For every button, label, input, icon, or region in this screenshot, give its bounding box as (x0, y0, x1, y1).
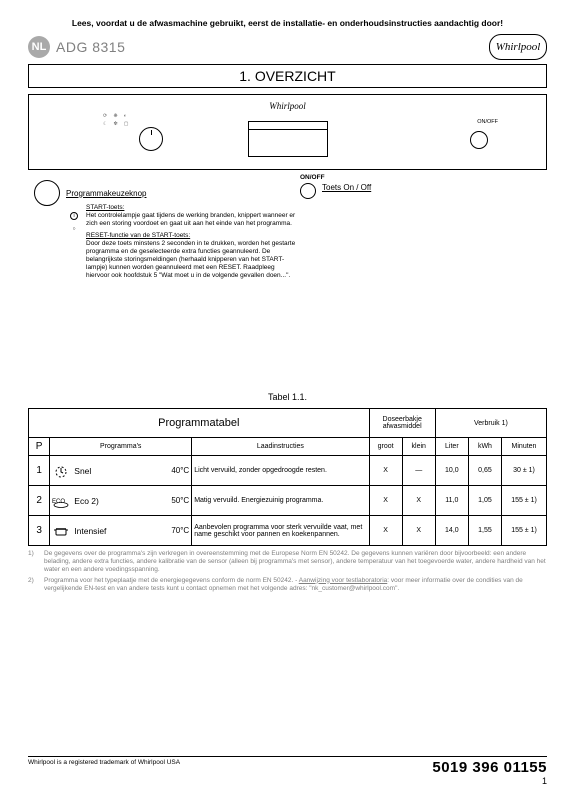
cell-groot: X (369, 486, 402, 516)
top-instruction: Lees, voordat u de afwasmachine gebruikt… (28, 18, 547, 28)
fn1-text: De gegevens over de programma's zijn ver… (44, 550, 547, 574)
fn2-num: 2) (28, 577, 38, 593)
page-footer: Whirlpool is a registered trademark of W… (28, 756, 547, 786)
col-instructions: Laadinstructies (192, 438, 369, 456)
reset-title: RESET-functie van de START-toets: (86, 232, 190, 239)
hdr-programmatabel: Programmatabel (29, 409, 370, 438)
table-row: 2 ECO Eco 2) 50°C Matig vervuild. Energi… (29, 486, 547, 516)
legend-icon-column: i ○ (70, 212, 78, 232)
fn1-num: 1) (28, 550, 38, 574)
cell-kwh: 1,05 (468, 486, 501, 516)
document-number: 5019 396 01155 (432, 759, 547, 776)
header-row: NL ADG 8315 Whirlpool (28, 34, 547, 60)
cell-groot: X (369, 516, 402, 546)
prog-name: Intensief (74, 526, 167, 536)
prog-temp: 70°C (171, 526, 189, 535)
section-title: 1. OVERZICHT (28, 64, 547, 88)
row-num: 1 (29, 456, 50, 486)
snel-icon (52, 464, 70, 478)
hdr-use: Verbruik 1) (435, 409, 546, 438)
language-badge: NL (28, 36, 50, 58)
cell-klein: — (402, 456, 435, 486)
knob-circle-icon (34, 180, 60, 206)
col-p: P (29, 438, 50, 456)
cell-klein: X (402, 486, 435, 516)
program-table: Programmatabel Doseerbakje afwasmiddel V… (28, 408, 547, 546)
col-programs: Programma's (50, 438, 192, 456)
control-panel-diagram: Whirlpool ⟳❋◐☾❇▢ ON/OFF (28, 94, 547, 170)
prog-name: Snel (74, 466, 167, 476)
brand-logo: Whirlpool (489, 34, 547, 60)
model-number: ADG 8315 (56, 39, 125, 55)
prog-name: Eco 2) (74, 496, 167, 506)
legend-knob-label: Programmakeuzeknop (66, 189, 146, 198)
onoff-panel-label: ON/OFF (477, 119, 498, 125)
table-caption: Tabel 1.1. (28, 392, 547, 402)
trademark-text: Whirlpool is a registered trademark of W… (28, 759, 180, 766)
cell-min: 155 ± 1) (502, 516, 547, 546)
cell-min: 30 ± 1) (502, 456, 547, 486)
cell-kwh: 1,55 (468, 516, 501, 546)
prog-temp: 40°C (171, 466, 189, 475)
prog-instr: Licht vervuild, zonder opgedroogde reste… (192, 456, 369, 486)
cell-klein: X (402, 516, 435, 546)
start-led-icon: i (70, 212, 78, 220)
fn2-a: Programma voor het typeplaatje met de en… (44, 577, 299, 584)
prog-temp: 50°C (171, 496, 189, 505)
dispenser-icon (248, 121, 328, 157)
footnotes: 1) De gegevens over de programma's zijn … (28, 550, 547, 593)
cell-liter: 14,0 (435, 516, 468, 546)
panel-brand-logo: Whirlpool (269, 101, 306, 111)
col-klein: klein (402, 438, 435, 456)
legend-onoff: Toets On / Off (300, 183, 371, 199)
row-num: 3 (29, 516, 50, 546)
cell-min: 155 ± 1) (502, 486, 547, 516)
eco-icon: ECO (52, 494, 70, 508)
legend-text: START-toets: Het controlelampje gaat tij… (86, 204, 296, 283)
cell-kwh: 0,65 (468, 456, 501, 486)
col-min: Minuten (502, 438, 547, 456)
fn2-text: Programma voor het typeplaatje met de en… (44, 577, 547, 593)
legend-area: Programmakeuzeknop ON/OFF Toets On / Off… (28, 174, 547, 334)
hdr-dose: Doseerbakje afwasmiddel (369, 409, 435, 438)
reset-text: Door deze toets minstens 2 seconden in t… (86, 240, 295, 280)
program-knob-icon (139, 127, 163, 151)
cell-groot: X (369, 456, 402, 486)
language-model: NL ADG 8315 (28, 36, 125, 58)
onoff-circle-icon (300, 183, 316, 199)
prog-instr: Matig vervuild. Energiezuinig programma. (192, 486, 369, 516)
col-liter: Liter (435, 438, 468, 456)
program-icons-cluster: ⟳❋◐☾❇▢ (103, 113, 128, 127)
start-text: Het controlelampje gaat tijdens de werki… (86, 212, 295, 227)
col-groot: groot (369, 438, 402, 456)
page-number: 1 (432, 776, 547, 786)
table-row: 1 Snel 40°C Licht vervuild, zonder opged… (29, 456, 547, 486)
legend-onoff-header: ON/OFF (300, 174, 371, 181)
reset-led-icon: ○ (71, 226, 77, 232)
prog-instr: Aanbevolen programma voor sterk vervuild… (192, 516, 369, 546)
legend-onoff-label: Toets On / Off (322, 183, 371, 192)
onoff-button-icon (470, 131, 488, 149)
cell-liter: 10,0 (435, 456, 468, 486)
col-kwh: kWh (468, 438, 501, 456)
start-title: START-toets: (86, 204, 124, 211)
fn2-link[interactable]: Aanwijzing voor testlaboratoria (299, 577, 388, 584)
legend-knob: Programmakeuzeknop (34, 180, 146, 206)
row-num: 2 (29, 486, 50, 516)
table-row: 3 Intensief 70°C Aanbevolen programma vo… (29, 516, 547, 546)
cell-liter: 11,0 (435, 486, 468, 516)
pot-icon (52, 524, 70, 538)
